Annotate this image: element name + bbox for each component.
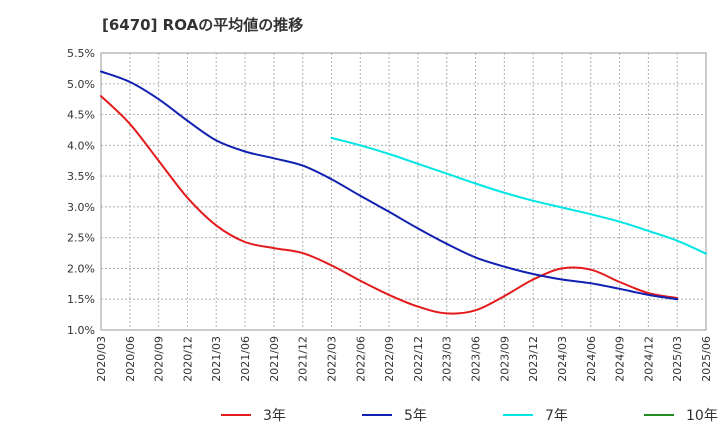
x-tick-label: 2022/12 (412, 336, 425, 382)
x-tick-label: 2024/03 (556, 336, 569, 382)
chart-title: [6470] ROAの平均値の推移 (102, 16, 304, 34)
x-tick-label: 2022/03 (325, 336, 338, 382)
x-tick-label: 2020/03 (95, 336, 108, 382)
plot-frame (100, 52, 707, 331)
x-tick-label: 2023/03 (441, 336, 454, 382)
x-tick-label: 2021/06 (239, 336, 252, 382)
x-tick-label: 2020/06 (124, 336, 137, 382)
x-tick-label: 2023/09 (498, 336, 511, 382)
y-tick-label: 5.0% (67, 78, 95, 91)
legend-label-0: 3年 (263, 408, 286, 424)
x-tick-label: 2021/09 (268, 336, 281, 382)
x-tick-label: 2023/12 (527, 336, 540, 382)
series-line-2 (330, 136, 707, 255)
x-tick-label: 2020/12 (181, 336, 194, 382)
y-tick-label: 3.0% (67, 201, 95, 214)
x-tick-label: 2020/09 (153, 336, 166, 382)
x-tick-label: 2022/09 (383, 336, 396, 382)
y-tick-label: 3.5% (67, 170, 95, 183)
x-tick-label: 2024/06 (585, 336, 598, 382)
legend-label-3: 10年 (686, 408, 718, 424)
legend-label-1: 5年 (404, 408, 427, 424)
x-tick-label: 2021/12 (297, 336, 310, 382)
legend-label-2: 7年 (545, 408, 568, 424)
y-tick-label: 1.0% (67, 324, 95, 337)
y-tick-label: 2.0% (67, 262, 95, 275)
x-tick-label: 2023/06 (470, 336, 483, 382)
y-tick-label: 5.5% (67, 47, 95, 60)
y-tick-label: 1.5% (67, 293, 95, 306)
x-tick-label: 2022/06 (354, 336, 367, 382)
series-line-0 (100, 95, 679, 315)
series-line-1 (100, 70, 679, 301)
x-tick-label: 2024/09 (614, 336, 627, 382)
x-tick-label: 2021/03 (210, 336, 223, 382)
x-tick-label: 2025/03 (671, 336, 684, 382)
y-tick-label: 4.5% (67, 109, 95, 122)
y-tick-label: 4.0% (67, 139, 95, 152)
x-tick-label: 2024/12 (642, 336, 655, 382)
x-tick-label: 2025/06 (700, 336, 713, 382)
y-tick-label: 2.5% (67, 232, 95, 245)
